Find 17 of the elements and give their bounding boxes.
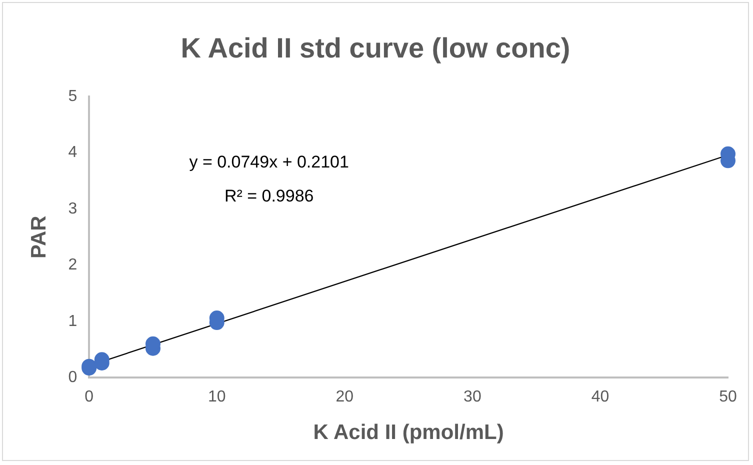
x-axis-title: K Acid II (pmol/mL): [313, 421, 504, 444]
chart-title: K Acid II std curve (low conc): [180, 32, 570, 64]
x-tick-label: 30: [464, 388, 482, 406]
x-tick-label: 40: [591, 388, 610, 406]
x-tick-label: 10: [208, 388, 226, 406]
annotation: R² = 0.9986: [224, 186, 314, 206]
y-tick-label: 3: [68, 200, 78, 218]
y-tick-label: 0: [68, 369, 78, 386]
x-tick-label: 20: [336, 388, 354, 406]
y-tick-label: 2: [68, 256, 78, 274]
x-tick-label: 0: [84, 388, 94, 406]
y-tick-label: 4: [68, 144, 78, 162]
y-axis-title: PAR: [27, 216, 50, 258]
y-tick-label: 1: [68, 312, 78, 330]
annotation: y = 0.0749x + 0.2101: [189, 152, 349, 172]
x-tick-label: 50: [719, 388, 737, 406]
y-tick-label: 5: [68, 88, 78, 106]
